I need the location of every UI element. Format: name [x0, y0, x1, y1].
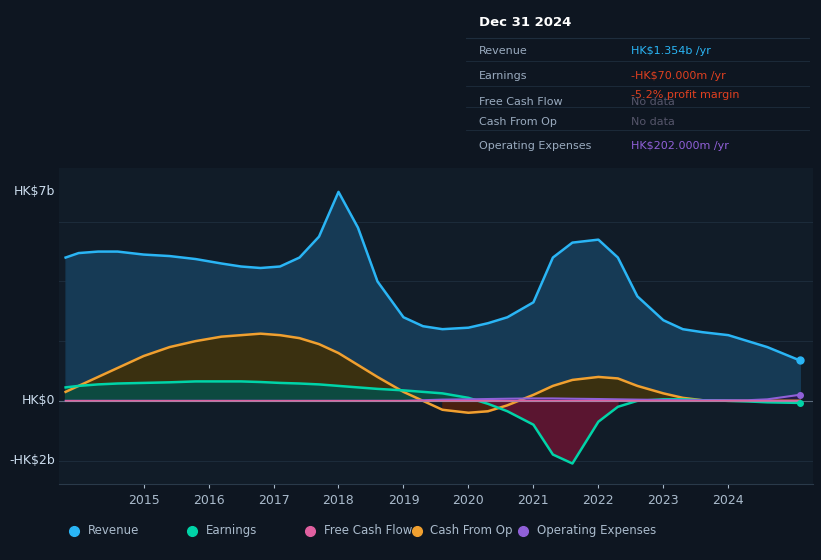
Text: No data: No data	[631, 97, 675, 107]
Text: HK$1.354b /yr: HK$1.354b /yr	[631, 46, 711, 56]
Text: Free Cash Flow: Free Cash Flow	[324, 524, 412, 537]
Text: HK$202.000m /yr: HK$202.000m /yr	[631, 141, 729, 151]
Text: Cash From Op: Cash From Op	[430, 524, 513, 537]
Text: -HK$2b: -HK$2b	[10, 454, 55, 467]
Text: Earnings: Earnings	[206, 524, 257, 537]
Text: HK$0: HK$0	[22, 394, 55, 407]
Text: Operating Expenses: Operating Expenses	[479, 141, 592, 151]
Text: Earnings: Earnings	[479, 72, 528, 81]
Text: No data: No data	[631, 118, 675, 128]
Text: Cash From Op: Cash From Op	[479, 118, 557, 128]
Text: -HK$70.000m /yr: -HK$70.000m /yr	[631, 72, 726, 81]
Text: Revenue: Revenue	[479, 46, 528, 56]
Text: Free Cash Flow: Free Cash Flow	[479, 97, 563, 107]
Text: HK$7b: HK$7b	[14, 185, 55, 198]
Text: Revenue: Revenue	[88, 524, 139, 537]
Text: Operating Expenses: Operating Expenses	[537, 524, 656, 537]
Text: Dec 31 2024: Dec 31 2024	[479, 16, 571, 29]
Text: -5.2% profit margin: -5.2% profit margin	[631, 91, 740, 100]
